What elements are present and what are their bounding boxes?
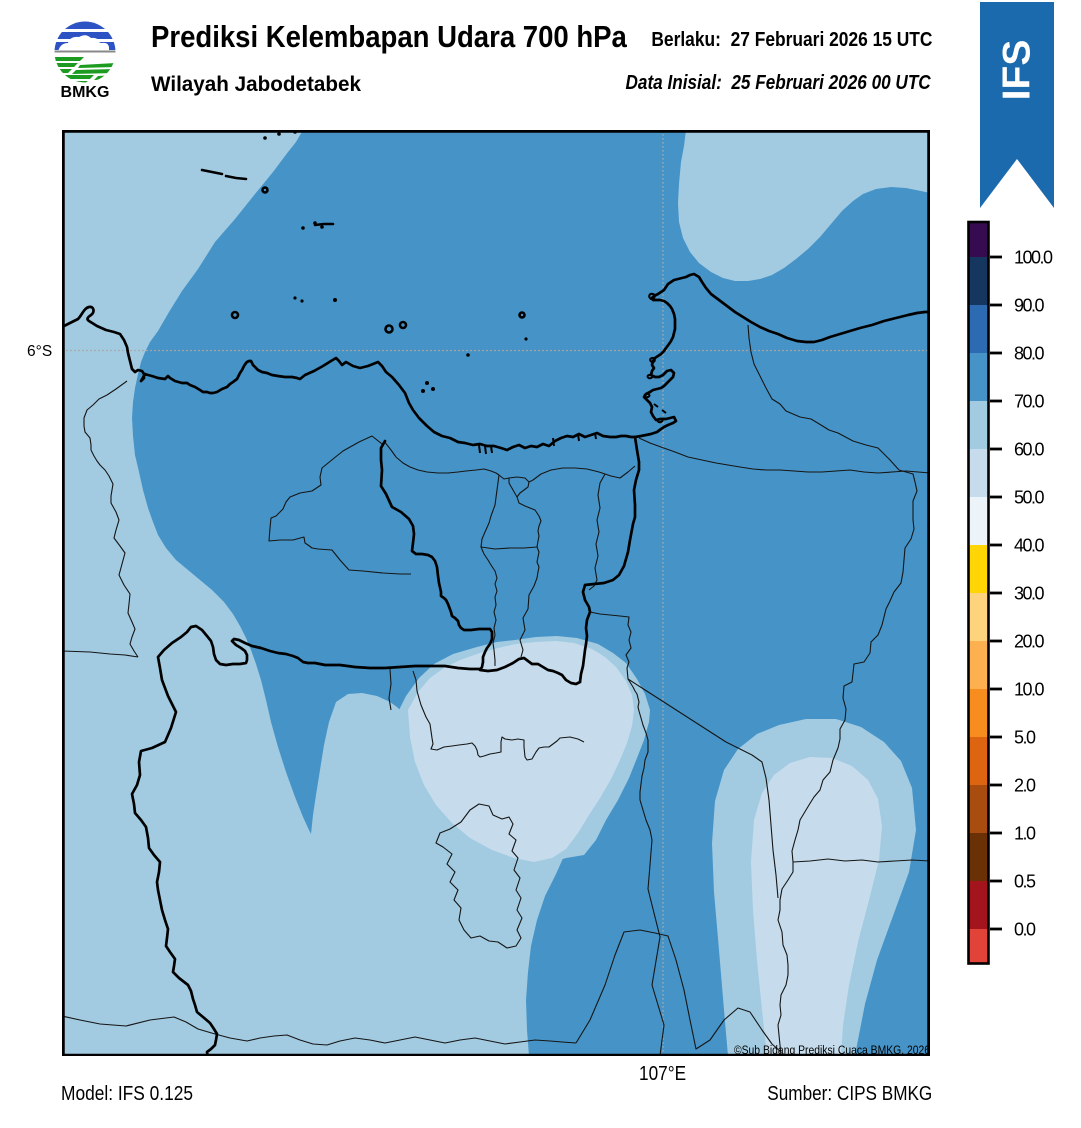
svg-text:40.0: 40.0	[1014, 536, 1045, 556]
svg-text:0.5: 0.5	[1014, 872, 1036, 892]
svg-text:30.0: 30.0	[1014, 584, 1045, 604]
svg-text:1.0: 1.0	[1014, 824, 1036, 844]
svg-text:0.0: 0.0	[1014, 920, 1036, 940]
svg-text:©Sub Bidang Prediksi Cuaca BMK: ©Sub Bidang Prediksi Cuaca BMKG, 2026	[734, 1043, 930, 1056]
svg-text:90.0: 90.0	[1014, 296, 1045, 316]
svg-text:80.0: 80.0	[1014, 344, 1045, 364]
svg-text:10.0: 10.0	[1014, 680, 1045, 700]
svg-text:70.0: 70.0	[1014, 392, 1045, 412]
svg-text:20.0: 20.0	[1014, 632, 1045, 652]
svg-text:IFS: IFS	[996, 40, 1039, 101]
svg-text:50.0: 50.0	[1014, 488, 1045, 508]
svg-text:2.0: 2.0	[1014, 776, 1036, 796]
svg-text:60.0: 60.0	[1014, 440, 1045, 460]
svg-text:100.0: 100.0	[1014, 248, 1053, 268]
svg-text:5.0: 5.0	[1014, 728, 1036, 748]
